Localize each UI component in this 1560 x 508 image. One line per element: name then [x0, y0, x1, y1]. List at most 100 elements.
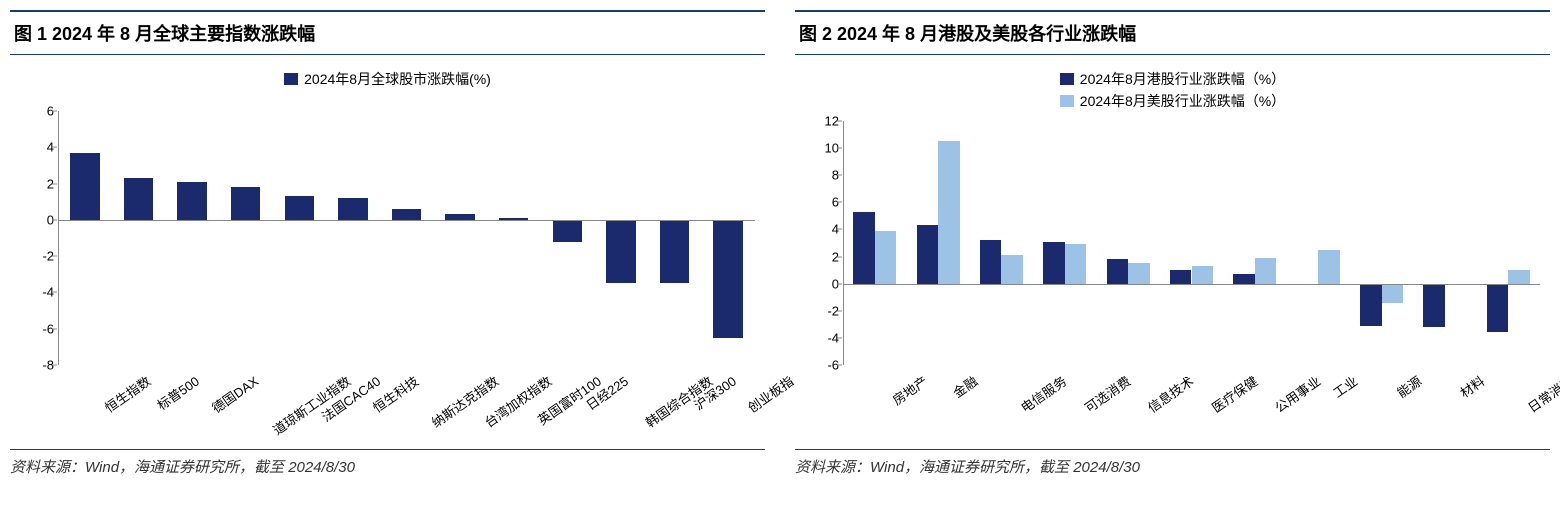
chart2-yaxis: -6-4-2024681012 — [809, 121, 839, 365]
y-tick-mark — [837, 175, 842, 176]
x-category-label: 可选消费 — [1080, 371, 1134, 416]
y-tick-mark — [837, 365, 842, 366]
legend-label: 2024年8月全球股市涨跌幅(%) — [304, 69, 491, 89]
bar — [606, 220, 635, 284]
legend-swatch — [1060, 73, 1074, 85]
bar — [938, 141, 960, 283]
y-tick-label: -8 — [24, 358, 54, 373]
y-tick-mark — [52, 292, 57, 293]
y-tick-label: -6 — [24, 321, 54, 336]
y-tick-mark — [52, 111, 57, 112]
bar — [1001, 255, 1023, 283]
bar — [231, 187, 260, 220]
y-tick-label: 4 — [809, 222, 839, 237]
bar — [1508, 270, 1530, 284]
x-category-label: 电信服务 — [1017, 371, 1071, 416]
x-category-label: 房地产 — [888, 371, 931, 409]
bar — [177, 182, 206, 220]
y-tick-mark — [52, 256, 57, 257]
chart1-xlabels: 恒生指数标普500德国DAX道琼斯工业指数法国CAC40恒生科技纳斯达克指数台湾… — [58, 367, 755, 445]
bar — [1170, 270, 1192, 284]
y-tick-mark — [52, 147, 57, 148]
y-tick-mark — [837, 283, 842, 284]
y-tick-label: 2 — [24, 176, 54, 191]
y-tick-label: 4 — [24, 140, 54, 155]
chart1-legend: 2024年8月全球股市涨跌幅(%) — [10, 69, 765, 89]
chart2-title: 图 2 2024 年 8 月港股及美股各行业涨跌幅 — [795, 10, 1550, 55]
bar — [853, 212, 875, 284]
y-tick-label: 6 — [809, 195, 839, 210]
chart2-bars — [843, 121, 1540, 365]
chart2-xlabels: 房地产金融电信服务可选消费信息技术医疗保健公用事业工业能源材料日常消费 — [843, 367, 1540, 445]
bar — [1233, 274, 1255, 283]
y-tick-mark — [52, 219, 57, 220]
bar — [553, 220, 582, 242]
bar — [1065, 244, 1087, 283]
y-tick-mark — [837, 256, 842, 257]
bar — [285, 196, 314, 220]
y-tick-label: 6 — [24, 104, 54, 119]
bar — [392, 209, 421, 220]
chart1-footer: 资料来源：Wind，海通证券研究所，截至 2024/8/30 — [10, 449, 765, 477]
y-tick-mark — [837, 148, 842, 149]
bar — [917, 225, 939, 283]
bar — [980, 240, 1002, 283]
chart1-panel: 图 1 2024 年 8 月全球主要指数涨跌幅 2024年8月全球股市涨跌幅(%… — [10, 10, 765, 477]
bar — [875, 231, 897, 284]
y-tick-label: -2 — [809, 303, 839, 318]
bar — [1128, 263, 1150, 283]
chart1-yaxis: -8-6-4-20246 — [24, 111, 54, 365]
y-tick-mark — [837, 310, 842, 311]
x-category-label: 信息技术 — [1144, 371, 1198, 416]
x-category-label: 能源 — [1392, 371, 1424, 401]
bar — [713, 220, 742, 338]
bar — [1423, 284, 1445, 327]
x-category-label: 金融 — [949, 371, 981, 401]
bar — [1487, 284, 1509, 333]
y-tick-label: -6 — [809, 358, 839, 373]
chart1-plot: -8-6-4-20246 — [58, 111, 755, 365]
bar — [70, 153, 99, 220]
x-category-label: 恒生指数 — [100, 371, 154, 416]
x-category-label: 材料 — [1456, 371, 1488, 401]
y-tick-mark — [837, 229, 842, 230]
x-category-label: 医疗保健 — [1207, 371, 1261, 416]
legend-swatch — [1060, 95, 1074, 107]
bar — [1107, 259, 1129, 283]
y-tick-label: -4 — [24, 285, 54, 300]
y-tick-mark — [837, 337, 842, 338]
chart2-legend: 2024年8月港股行业涨跌幅（%） 2024年8月美股行业涨跌幅（%） — [795, 69, 1550, 111]
bar — [1255, 258, 1277, 284]
y-tick-mark — [52, 365, 57, 366]
chart1-bars — [58, 111, 755, 365]
y-tick-label: 2 — [809, 249, 839, 264]
y-tick-label: 12 — [809, 114, 839, 129]
chart2-panel: 图 2 2024 年 8 月港股及美股各行业涨跌幅 2024年8月港股行业涨跌幅… — [795, 10, 1550, 477]
y-tick-mark — [837, 121, 842, 122]
chart1-area: 2024年8月全球股市涨跌幅(%) -8-6-4-20246 恒生指数标普500… — [10, 65, 765, 445]
legend-swatch — [284, 73, 298, 85]
y-tick-mark — [52, 183, 57, 184]
bar — [1043, 242, 1065, 284]
bar — [660, 220, 689, 284]
x-category-label: 标普500 — [153, 371, 203, 414]
bar — [338, 198, 367, 220]
x-category-label: 工业 — [1329, 371, 1361, 401]
zero-line — [843, 284, 1540, 285]
y-tick-mark — [52, 328, 57, 329]
y-tick-mark — [837, 202, 842, 203]
y-tick-label: 8 — [809, 168, 839, 183]
chart2-footer: 资料来源：Wind，海通证券研究所，截至 2024/8/30 — [795, 449, 1550, 477]
chart2-area: 2024年8月港股行业涨跌幅（%） 2024年8月美股行业涨跌幅（%） -6-4… — [795, 65, 1550, 445]
legend-label: 2024年8月美股行业涨跌幅（%） — [1080, 91, 1285, 111]
x-category-label: 创业板指 — [744, 371, 798, 416]
x-category-label: 日常消费 — [1524, 371, 1560, 416]
y-tick-label: 10 — [809, 141, 839, 156]
x-category-label: 德国DAX — [208, 371, 262, 417]
chart1-title: 图 1 2024 年 8 月全球主要指数涨跌幅 — [10, 10, 765, 55]
bar — [1360, 284, 1382, 326]
y-tick-label: -4 — [809, 330, 839, 345]
chart2-plot: -6-4-2024681012 — [843, 121, 1540, 365]
bar — [1318, 250, 1340, 284]
bar — [124, 178, 153, 220]
